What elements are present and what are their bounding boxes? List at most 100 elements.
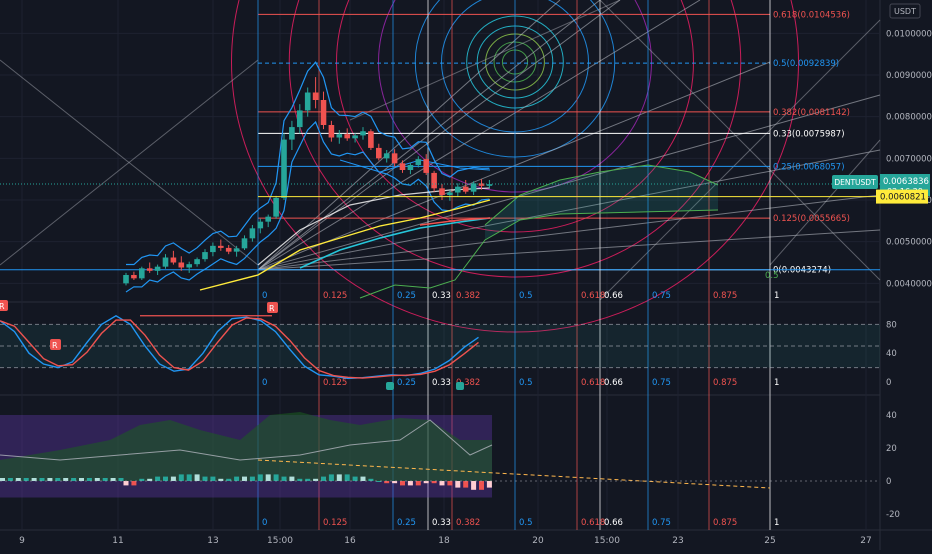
fib-time-label: 0.875 — [713, 518, 737, 528]
candle-body — [336, 134, 343, 138]
candle-body — [399, 163, 406, 170]
time-tick-label: 20 — [532, 536, 544, 546]
candle-body — [462, 186, 469, 192]
momentum-bar — [249, 476, 255, 481]
diag-line — [0, 59, 259, 266]
fan-line — [257, 194, 881, 271]
momentum-panel — [0, 412, 880, 498]
candle-body — [131, 275, 137, 279]
momentum-bar — [305, 478, 311, 481]
time-tick-label: 11 — [112, 536, 123, 546]
lower-band — [125, 120, 490, 293]
fib-time-label: 0.5 — [519, 291, 533, 301]
price-tick-label: 0.0080000 — [886, 113, 932, 123]
momentum-bar — [178, 474, 184, 481]
symbol-label: DENTUSDT — [834, 178, 876, 187]
candle-body — [178, 262, 185, 268]
momentum-bar — [242, 476, 247, 481]
currency-label: USDT — [894, 7, 916, 16]
momentum-bar — [479, 481, 484, 490]
momentum-bar — [344, 474, 350, 481]
time-tick-label: 9 — [19, 536, 25, 546]
fib-time-label: 0.618 — [581, 518, 605, 528]
stoch-marker-small — [386, 382, 394, 390]
momentum-bar — [55, 478, 61, 481]
momentum-bar — [407, 481, 413, 486]
candle-body — [289, 127, 295, 140]
fan-line — [257, 0, 561, 271]
ma-cyan — [299, 217, 491, 269]
momentum-bar — [218, 478, 224, 481]
time-tick-label: 15:00 — [594, 536, 620, 546]
fib-time-label: 0.382 — [456, 378, 480, 388]
fib-time-label: 0.5 — [519, 378, 533, 388]
candle-body — [162, 257, 169, 267]
candle-body — [123, 275, 129, 284]
fib-time-label: 0.125 — [323, 518, 347, 528]
candle-body — [439, 188, 445, 195]
candle-body — [249, 228, 256, 239]
candle-body — [478, 183, 485, 186]
momentum-bar — [202, 476, 208, 481]
diag-line — [0, 59, 259, 266]
fib-time-label: 0 — [262, 518, 267, 528]
momentum-bar — [313, 478, 319, 481]
momentum-bar — [123, 481, 129, 486]
momentum-tick-label: -20 — [886, 510, 900, 520]
stoch-tick-label: 40 — [886, 349, 897, 359]
price-tick-label: 0.0040000 — [886, 279, 932, 289]
momentum-bar — [352, 476, 358, 481]
time-tick-label: 23 — [672, 536, 683, 546]
ichimoku-cloud — [359, 164, 719, 299]
time-tick-label: 25 — [764, 536, 775, 546]
ma-red — [419, 217, 491, 226]
time-tick-label: 27 — [860, 536, 871, 546]
candle-body — [257, 221, 264, 229]
momentum-bar — [186, 474, 192, 481]
candle-body — [233, 248, 240, 252]
momentum-bar — [147, 478, 153, 481]
fib-level-label: 0.382(0.0081142) — [773, 108, 850, 118]
fib-time-label: 1 — [774, 291, 779, 301]
fib-time-label: 0.5 — [519, 518, 533, 528]
stoch-marker — [50, 339, 61, 350]
momentum-tick-label: 0 — [886, 477, 891, 487]
momentum-bar — [94, 478, 100, 481]
stoch-tick-label: 80 — [886, 320, 897, 330]
stoch-d — [0, 317, 479, 379]
momentum-bar — [384, 481, 390, 484]
fib-time-label: 1 — [774, 518, 779, 528]
momentum-bar — [71, 478, 77, 481]
momentum-bar — [0, 478, 5, 481]
candle-body — [376, 147, 382, 159]
price-tick-label: 0.0100000 — [886, 29, 932, 39]
candle-body — [360, 131, 366, 136]
fib-time-label: 0.33 — [432, 378, 451, 388]
momentum-bar — [155, 476, 161, 481]
momentum-bar — [336, 474, 342, 481]
momentum-bar — [86, 478, 92, 481]
ma-yellow — [199, 199, 491, 291]
fib-time-label: 0.382 — [456, 291, 480, 301]
momentum-bar — [210, 476, 216, 481]
stoch-band — [0, 324, 880, 368]
momentum-bar — [439, 481, 445, 486]
candle-body — [186, 264, 192, 268]
time-tick-label: 18 — [438, 536, 450, 546]
fib-time-label: 0.25 — [397, 291, 416, 301]
momentum-bar — [431, 481, 437, 484]
fib-time-label: 0.618 — [581, 378, 605, 388]
candles — [123, 77, 493, 286]
momentum-bar — [139, 478, 145, 481]
candle-body — [415, 159, 422, 165]
grid-layer — [0, 0, 880, 530]
momentum-bar — [321, 476, 326, 481]
momentum-bar — [400, 481, 405, 486]
diag-line — [349, 0, 621, 121]
candle-body — [320, 100, 327, 125]
momentum-bar — [328, 474, 334, 481]
momentum-bar — [289, 476, 295, 481]
